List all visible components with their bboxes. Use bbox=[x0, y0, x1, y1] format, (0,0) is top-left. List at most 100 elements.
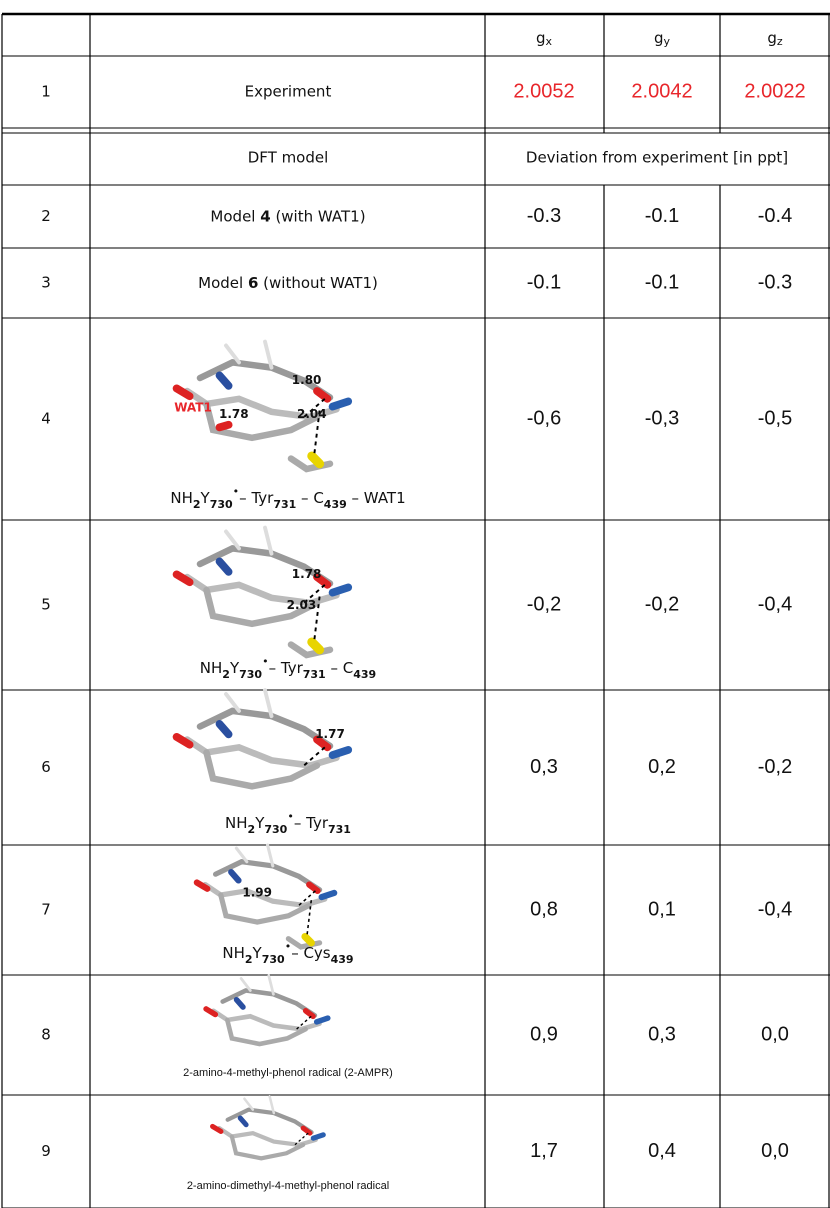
bond bbox=[333, 401, 349, 406]
deviation-value: 0,2 bbox=[648, 756, 676, 778]
water-label: WAT1 bbox=[174, 401, 212, 415]
caption-part: – Cys bbox=[291, 944, 331, 962]
symbol: g bbox=[767, 29, 777, 47]
distance-label: 1.80 bbox=[292, 373, 322, 387]
deviation-value: -0,3 bbox=[645, 407, 679, 429]
label-part: Model bbox=[198, 274, 248, 292]
bond bbox=[322, 893, 334, 897]
bond bbox=[220, 425, 229, 428]
distance-label: 1.78 bbox=[292, 567, 322, 581]
row-index: 9 bbox=[41, 1142, 51, 1160]
row-label: Model 6 (without WAT1) bbox=[198, 274, 378, 292]
label-part: (without WAT1) bbox=[258, 274, 377, 292]
deviation-value: -0,2 bbox=[645, 593, 679, 615]
bond bbox=[333, 750, 349, 755]
caption-part: 731 bbox=[328, 823, 351, 836]
caption: NH2Y730•– Tyr731 bbox=[225, 810, 351, 836]
table: gxgygz1Experiment2.00522.00422.0022DFT m… bbox=[0, 0, 830, 1208]
model-header: DFT model bbox=[248, 149, 329, 167]
bond bbox=[333, 587, 349, 592]
bond bbox=[313, 1135, 323, 1138]
column-header: gy bbox=[654, 29, 671, 49]
deviation-value: -0.1 bbox=[645, 271, 679, 293]
deviation-value: -0,2 bbox=[527, 593, 561, 615]
column-header: gx bbox=[536, 29, 553, 49]
experiment-value: 2.0052 bbox=[513, 80, 574, 102]
row-index: 1 bbox=[41, 83, 51, 101]
deviation-value: 1,7 bbox=[530, 1140, 558, 1162]
bond bbox=[220, 724, 229, 734]
symbol: g bbox=[536, 29, 546, 47]
caption-part: 2 bbox=[222, 668, 230, 681]
deviation-value: 0,9 bbox=[530, 1023, 558, 1045]
deviation-value: 0,3 bbox=[530, 756, 558, 778]
row-index: 5 bbox=[41, 596, 51, 614]
caption-part: 730 bbox=[264, 823, 287, 836]
label-part: 4 bbox=[260, 207, 270, 225]
caption-part: 2 bbox=[193, 498, 201, 511]
deviation-value: -0.1 bbox=[527, 271, 561, 293]
subscript: z bbox=[777, 35, 783, 48]
label-part: (with WAT1) bbox=[271, 207, 366, 225]
experiment-value: 2.0022 bbox=[744, 80, 805, 102]
label-part: 6 bbox=[248, 274, 258, 292]
caption: 2-amino-dimethyl-4-methyl-phenol radical bbox=[187, 1180, 389, 1192]
label-part: Model bbox=[210, 207, 260, 225]
distance-label: 2.04 bbox=[297, 407, 327, 421]
row-index: 7 bbox=[41, 901, 51, 919]
caption-part: 2-amino-4-methyl-phenol radical (2-AMPR) bbox=[183, 1067, 393, 1079]
caption-part: – Tyr bbox=[239, 489, 274, 507]
caption-part: – C bbox=[326, 659, 354, 677]
deviation-value: -0,5 bbox=[758, 407, 792, 429]
molecule bbox=[213, 1096, 324, 1158]
deviation-value: -0.4 bbox=[758, 205, 792, 227]
caption-part: 730 bbox=[210, 498, 233, 511]
deviation-value: -0,6 bbox=[527, 407, 561, 429]
deviation-value: 0,0 bbox=[761, 1023, 789, 1045]
caption: NH2Y730•– Tyr731 – C439 – WAT1 bbox=[170, 485, 405, 511]
row-index: 6 bbox=[41, 758, 51, 776]
bond bbox=[312, 456, 320, 464]
caption-part: – WAT1 bbox=[347, 489, 406, 507]
deviation-value: -0,4 bbox=[758, 593, 792, 615]
symbol: g bbox=[654, 29, 664, 47]
subscript: y bbox=[664, 35, 671, 48]
distance-label: 1.99 bbox=[242, 885, 272, 899]
bond bbox=[220, 561, 229, 571]
caption: NH2Y730•– Cys439 bbox=[222, 940, 353, 966]
deviation-value: 0,1 bbox=[648, 898, 676, 920]
deviation-value: 0,0 bbox=[761, 1140, 789, 1162]
row-index: 3 bbox=[41, 274, 51, 292]
caption-part: 2 bbox=[245, 953, 253, 966]
row-label: Experiment bbox=[245, 83, 332, 101]
bond bbox=[240, 1118, 246, 1125]
caption: 2-amino-4-methyl-phenol radical (2-AMPR) bbox=[183, 1067, 393, 1079]
caption-part: 439 bbox=[353, 668, 376, 681]
molecule bbox=[206, 976, 328, 1044]
bond bbox=[237, 1000, 243, 1007]
deviation-value: 0,3 bbox=[648, 1023, 676, 1045]
bond bbox=[317, 1018, 328, 1022]
row-index: 8 bbox=[41, 1026, 51, 1044]
caption-part: 439 bbox=[324, 498, 347, 511]
distance-label: 2.03 bbox=[287, 598, 317, 612]
deviation-value: -0,4 bbox=[758, 898, 792, 920]
caption-part: 2 bbox=[248, 823, 256, 836]
caption-part: 439 bbox=[331, 953, 354, 966]
deviation-header: Deviation from experiment [in ppt] bbox=[526, 149, 788, 167]
bond bbox=[312, 642, 320, 650]
caption-part: – Tyr bbox=[269, 659, 304, 677]
deviation-value: 0,8 bbox=[530, 898, 558, 920]
deviation-value: 0,4 bbox=[648, 1140, 676, 1162]
caption-part: 2-amino-dimethyl-4-methyl-phenol radical bbox=[187, 1180, 389, 1192]
subscript: x bbox=[546, 35, 553, 48]
caption-part: – Tyr bbox=[294, 814, 329, 832]
caption-part: 731 bbox=[273, 498, 296, 511]
distance-label: 1.77 bbox=[315, 727, 345, 741]
caption-part: NH bbox=[222, 944, 245, 962]
caption-part: NH bbox=[225, 814, 248, 832]
bond bbox=[305, 937, 311, 943]
deviation-value: -0,2 bbox=[758, 756, 792, 778]
row-index: 4 bbox=[41, 410, 51, 428]
caption-part: 731 bbox=[303, 668, 326, 681]
